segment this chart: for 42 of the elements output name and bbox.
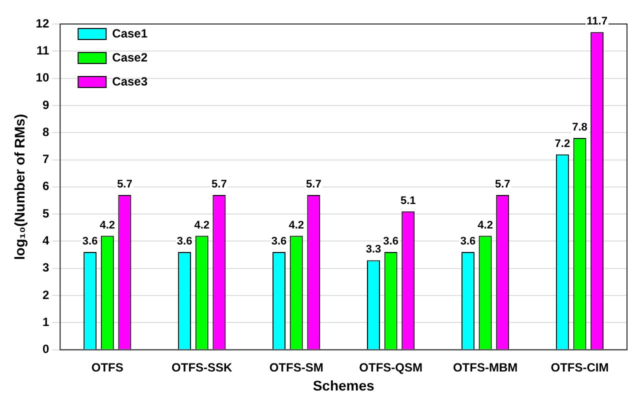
y-tick-label: 6 [42, 179, 50, 194]
data-label: 7.8 [572, 122, 588, 134]
data-label: 4.2 [478, 219, 493, 232]
x-tick-label: OTFS-CIM [550, 360, 609, 374]
data-label: 5.7 [117, 178, 132, 191]
y-tick-label: 4 [42, 234, 50, 248]
data-label: 3.6 [383, 236, 398, 248]
y-tick-label: 8 [42, 124, 50, 139]
data-label: 3.3 [366, 244, 382, 256]
data-label: 4.2 [100, 219, 116, 232]
y-tick-label: 1 [42, 314, 50, 329]
data-label: 3.6 [271, 236, 287, 248]
data-label: 3.6 [176, 236, 192, 248]
data-label: 5.7 [494, 178, 510, 191]
data-label: 5.7 [306, 178, 322, 191]
y-tick-label: 11 [36, 43, 50, 58]
x-tick-label: OTFS-QSM [359, 360, 422, 374]
y-tick-label: 9 [42, 98, 50, 112]
y-tick-label: 7 [42, 152, 50, 166]
y-axis-title: log₁₀(Number of RMs) [11, 114, 28, 260]
x-tick-label: OTFS-SSK [172, 360, 233, 374]
y-tick-label: 3 [42, 260, 50, 275]
y-tick-label: 10 [36, 70, 50, 85]
y-tick-label: 0 [42, 342, 50, 356]
x-tick-label: OTFS-SM [269, 360, 324, 374]
data-label: 3.6 [82, 236, 98, 248]
legend-label: Case2 [112, 50, 148, 64]
y-tick-label: 2 [42, 288, 50, 302]
data-label: 7.2 [554, 138, 570, 150]
x-tick-label: OTFS [91, 360, 124, 374]
data-label: 4.2 [194, 219, 210, 232]
legend-label: Case1 [112, 26, 148, 40]
y-tick-label: 12 [36, 16, 50, 30]
data-label: 5.7 [212, 178, 227, 191]
data-label: 11.7 [586, 16, 608, 28]
data-label: 3.6 [460, 236, 476, 248]
y-tick-label: 5 [42, 206, 50, 220]
x-axis-title: Schemes [312, 377, 375, 394]
data-label: 4.2 [288, 219, 304, 232]
legend-label: Case3 [112, 74, 148, 88]
data-label: 5.1 [400, 194, 416, 207]
x-tick-label: OTFS-MBM [452, 360, 518, 374]
